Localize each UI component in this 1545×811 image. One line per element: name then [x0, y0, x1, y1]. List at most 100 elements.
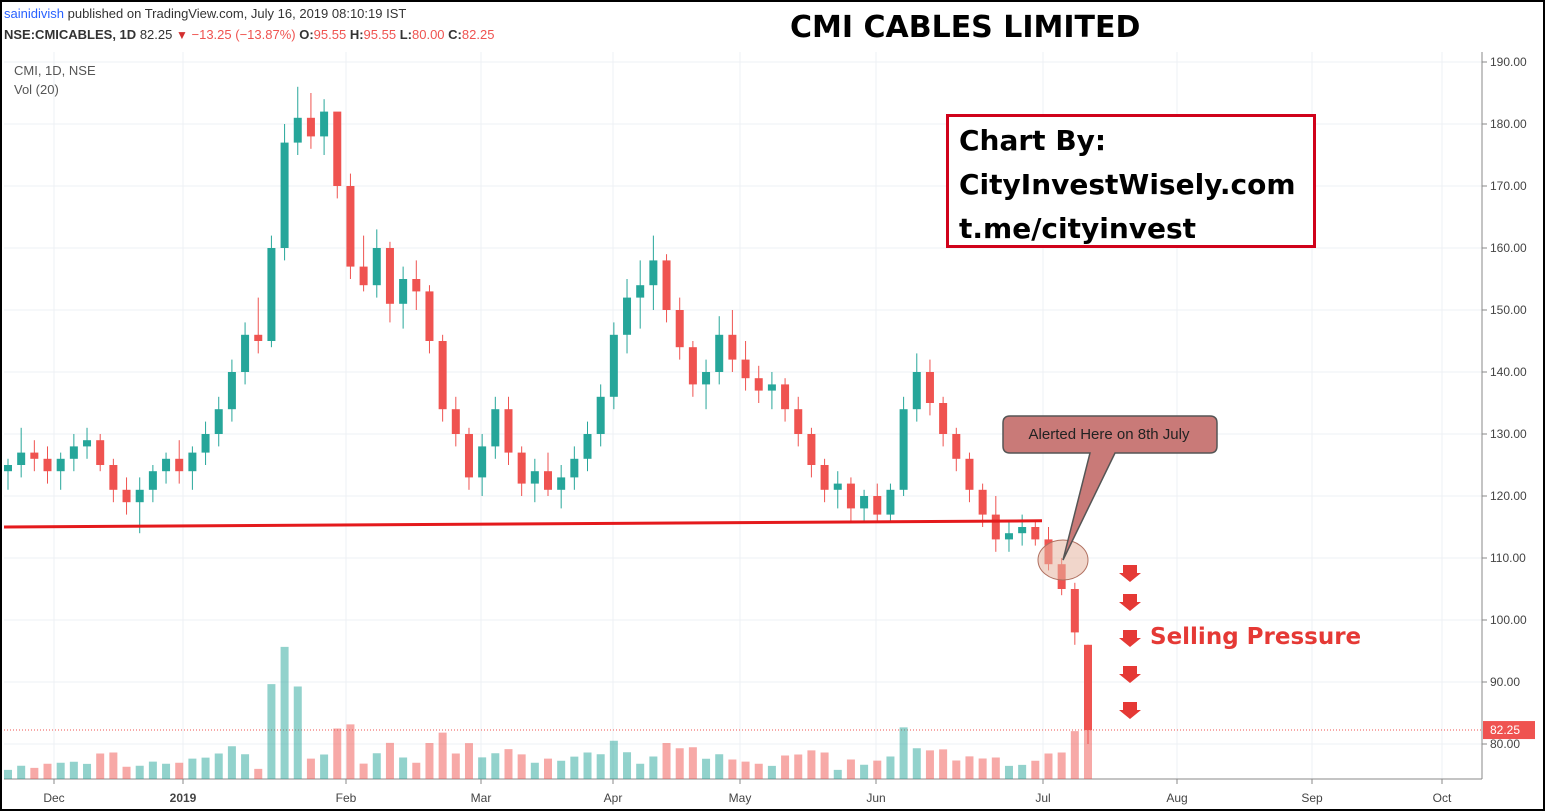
candle-body — [320, 111, 329, 137]
candle-body — [464, 434, 473, 478]
candle-body — [767, 384, 776, 391]
candle-body — [1070, 589, 1079, 633]
volume-bar — [978, 758, 987, 779]
candle-body — [293, 117, 302, 143]
close-label: C: — [448, 27, 462, 42]
volume-bar — [491, 753, 500, 779]
volume-bar — [517, 754, 526, 779]
author-link[interactable]: sainidivish — [4, 6, 64, 21]
price-tick-label: 90.00 — [1490, 675, 1520, 689]
candle-body — [609, 334, 618, 397]
candle-body — [4, 465, 12, 472]
candle-body — [438, 341, 447, 410]
candle-body — [794, 409, 803, 434]
candle-body — [372, 248, 381, 286]
candle-body — [399, 279, 408, 304]
last-price: 82.25 — [139, 27, 173, 42]
candle-body — [148, 471, 157, 490]
volume-bar — [320, 754, 329, 779]
candle-body — [925, 372, 934, 403]
volume-bar — [135, 765, 144, 779]
price-tick-label: 140.00 — [1490, 365, 1527, 379]
candle-body — [254, 334, 263, 341]
candle-body — [833, 483, 842, 490]
time-tick-label: Oct — [1433, 791, 1452, 805]
candle-body — [96, 440, 105, 465]
volume-bar — [30, 767, 39, 779]
candle-body — [846, 483, 855, 509]
volume-bar — [544, 758, 552, 779]
price-change: −13.25 (−13.87%) — [191, 27, 296, 42]
volume-bar — [162, 763, 171, 779]
down-arrow-icon — [1119, 565, 1141, 582]
credit-line-3: t.me/cityinvest — [959, 212, 1197, 245]
candle-body — [109, 465, 118, 490]
volume-bar — [1084, 709, 1092, 779]
volume-bar — [214, 753, 223, 779]
volume-bar — [899, 727, 908, 779]
volume-bar — [530, 762, 539, 779]
volume-bar — [254, 768, 263, 779]
volume-bar — [69, 761, 78, 779]
candle-body — [17, 452, 26, 465]
candle-body — [69, 446, 78, 459]
candle-body — [517, 452, 526, 484]
volume-bar — [372, 753, 381, 779]
high-value: 95.55 — [363, 27, 397, 42]
volume-bar — [359, 763, 368, 779]
candle-body — [636, 285, 645, 298]
candle-body — [43, 458, 52, 472]
support-line — [3, 519, 1043, 529]
candle-body — [1004, 533, 1013, 540]
candle-body — [754, 378, 763, 391]
volume-bar — [201, 757, 210, 779]
time-tick-label: Dec — [43, 791, 64, 805]
volume-bar — [860, 764, 869, 779]
candle-body — [359, 266, 368, 286]
candle-body — [860, 496, 869, 509]
volume-bar — [241, 754, 250, 779]
volume-bar — [451, 753, 460, 779]
candle-body — [175, 458, 184, 472]
volume-bar — [609, 740, 618, 779]
candle-body — [570, 458, 579, 478]
selling-pressure-label: Selling Pressure — [1150, 624, 1362, 650]
credit-box: Chart By: CityInvestWisely.com t.me/city… — [946, 114, 1316, 248]
candle-body — [241, 334, 250, 372]
down-arrow-icon — [1119, 630, 1141, 647]
volume-bar — [478, 757, 487, 779]
volume-bar — [846, 759, 855, 779]
volume-bar — [728, 759, 737, 779]
candle-body — [544, 471, 552, 490]
symbol-label: NSE:CMICABLES, 1D — [4, 27, 137, 42]
volume-bar — [873, 760, 882, 779]
ohlc-line: NSE:CMICABLES, 1D 82.25 ▼ −13.25 (−13.87… — [4, 27, 494, 42]
candle-body — [702, 372, 711, 385]
candle-body — [899, 409, 908, 490]
price-tick-label: 150.00 — [1490, 303, 1527, 317]
price-tick-label: 80.00 — [1490, 737, 1520, 751]
candle-body — [623, 297, 632, 335]
volume-bar — [267, 684, 276, 779]
candle-body — [83, 440, 92, 447]
time-tick-label: Aug — [1166, 791, 1187, 805]
candle-body — [478, 446, 487, 478]
candle-body — [649, 260, 658, 286]
volume-bar — [1031, 760, 1040, 779]
candle-body — [557, 477, 566, 490]
chart-title: CMI CABLES LIMITED — [790, 10, 1141, 45]
candle-body — [939, 403, 948, 434]
candle-body — [675, 310, 684, 348]
volume-bar — [636, 763, 645, 779]
low-label: L: — [399, 27, 412, 42]
volume-bar — [952, 760, 961, 779]
volume-bar — [662, 743, 671, 779]
volume-bar — [820, 752, 829, 779]
volume-bar — [925, 750, 934, 779]
candle-body — [267, 248, 276, 341]
volume-bar — [583, 752, 592, 779]
volume-bar — [715, 754, 724, 779]
price-tick-label: 190.00 — [1490, 55, 1527, 69]
candle-body — [451, 409, 460, 434]
